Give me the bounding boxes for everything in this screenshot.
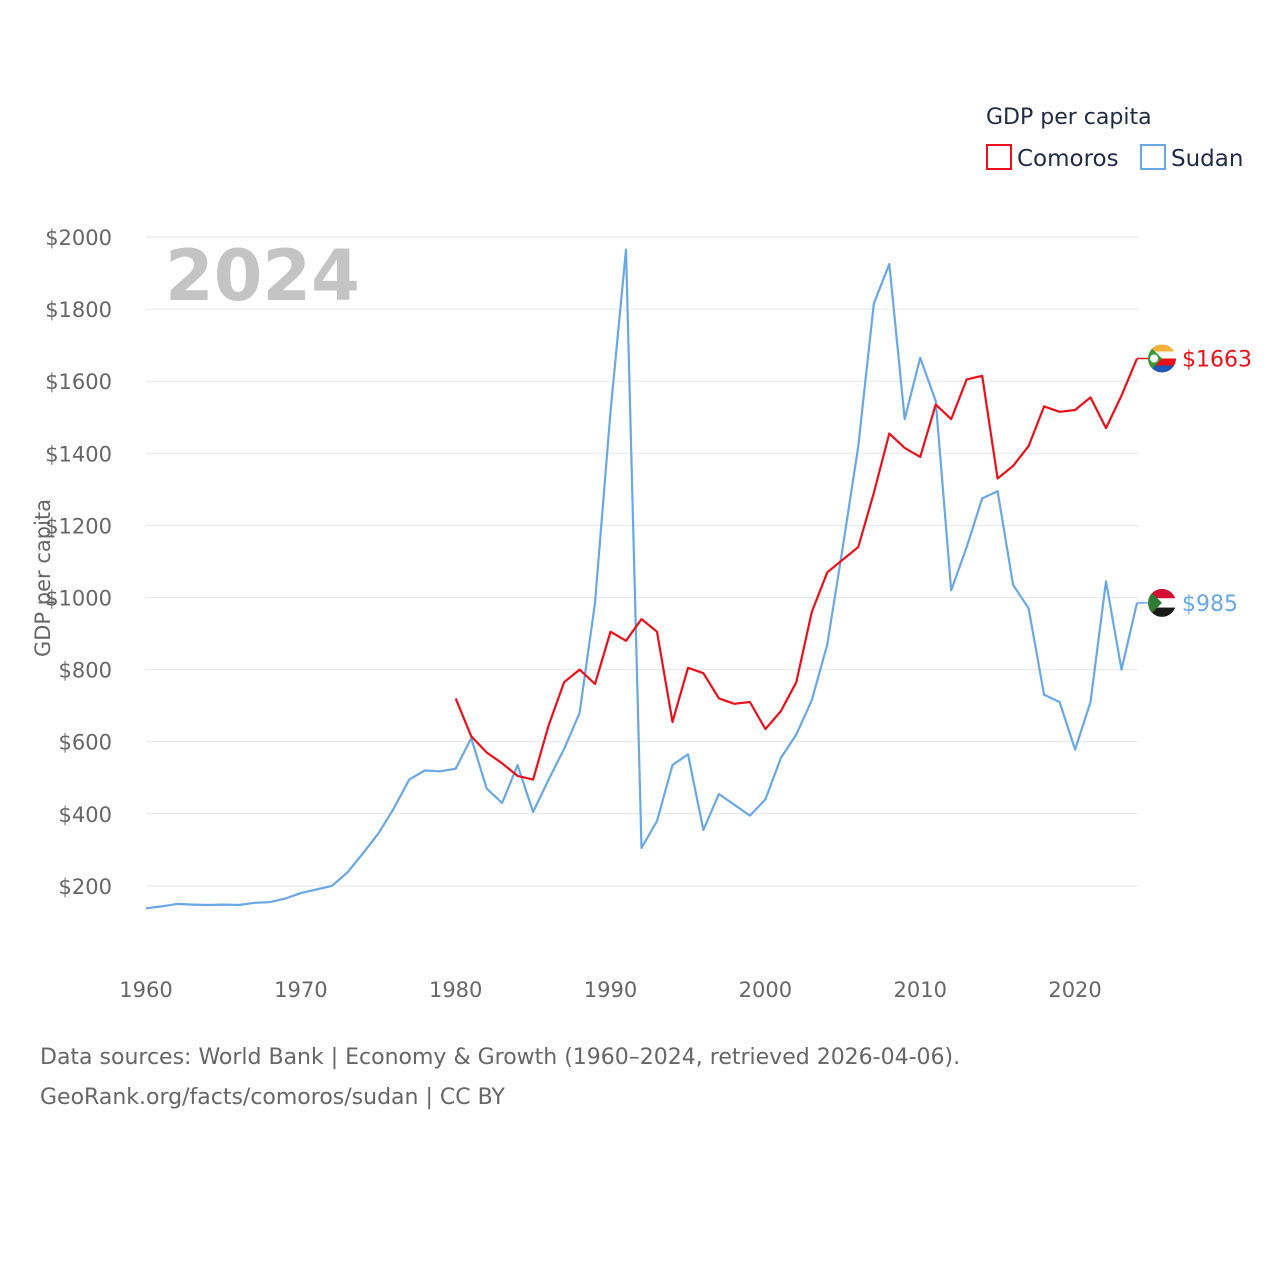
x-tick-label: 1960 [119, 978, 172, 1002]
y-tick-label: $800 [59, 659, 112, 683]
gridlines [146, 236, 1138, 887]
y-tick-label: $400 [59, 803, 112, 827]
y-tick-label: $600 [59, 731, 112, 755]
end-value-label-sudan: $985 [1182, 592, 1238, 617]
end-value-label-comoros: $1663 [1182, 347, 1252, 372]
series-line-sudan[interactable] [145, 248, 1139, 910]
year-label: 2024 [165, 235, 360, 317]
y-tick-label: $200 [59, 875, 112, 899]
legend-label-sudan[interactable]: Sudan [1171, 146, 1243, 172]
y-tick-label: $1200 [45, 514, 112, 538]
y-tick-label: $1800 [45, 298, 112, 322]
legend-title: GDP per capita [986, 105, 1152, 130]
x-tick-label: 2020 [1048, 978, 1101, 1002]
comoros-flag-icon [1148, 344, 1176, 373]
x-tick-label: 2010 [893, 978, 946, 1002]
y-tick-label: $1000 [45, 587, 112, 611]
y-tick-label: $2000 [45, 226, 112, 250]
sudan-flag-icon [1148, 588, 1176, 617]
footer-link: GeoRank.org/facts/comoros/sudan | CC BY [40, 1085, 505, 1110]
legend-label-comoros[interactable]: Comoros [1017, 146, 1119, 172]
x-axis: 1960 1970 1980 1990 2000 2010 2020 [119, 978, 1102, 1002]
series-line-comoros[interactable] [454, 358, 1139, 781]
end-markers: $1663 $985 [1137, 344, 1252, 617]
y-axis-title: GDP per capita [31, 499, 55, 657]
y-tick-label: $1400 [45, 442, 112, 466]
y-tick-label: $1600 [45, 370, 112, 394]
legend-swatch-comoros[interactable] [986, 144, 1012, 170]
series-lines [145, 248, 1139, 910]
legend: GDP per capita Comoros Sudan [986, 105, 1243, 172]
legend-swatch-sudan[interactable] [1140, 144, 1166, 170]
x-tick-label: 1980 [429, 978, 482, 1002]
x-tick-label: 1970 [274, 978, 327, 1002]
footer-sources: Data sources: World Bank | Economy & Gro… [40, 1045, 961, 1070]
y-axis: $200 $400 $600 $800 $1000 $1200 $1400 $1600 $180… [45, 226, 112, 899]
x-tick-label: 2000 [739, 978, 792, 1002]
x-tick-label: 1990 [584, 978, 637, 1002]
